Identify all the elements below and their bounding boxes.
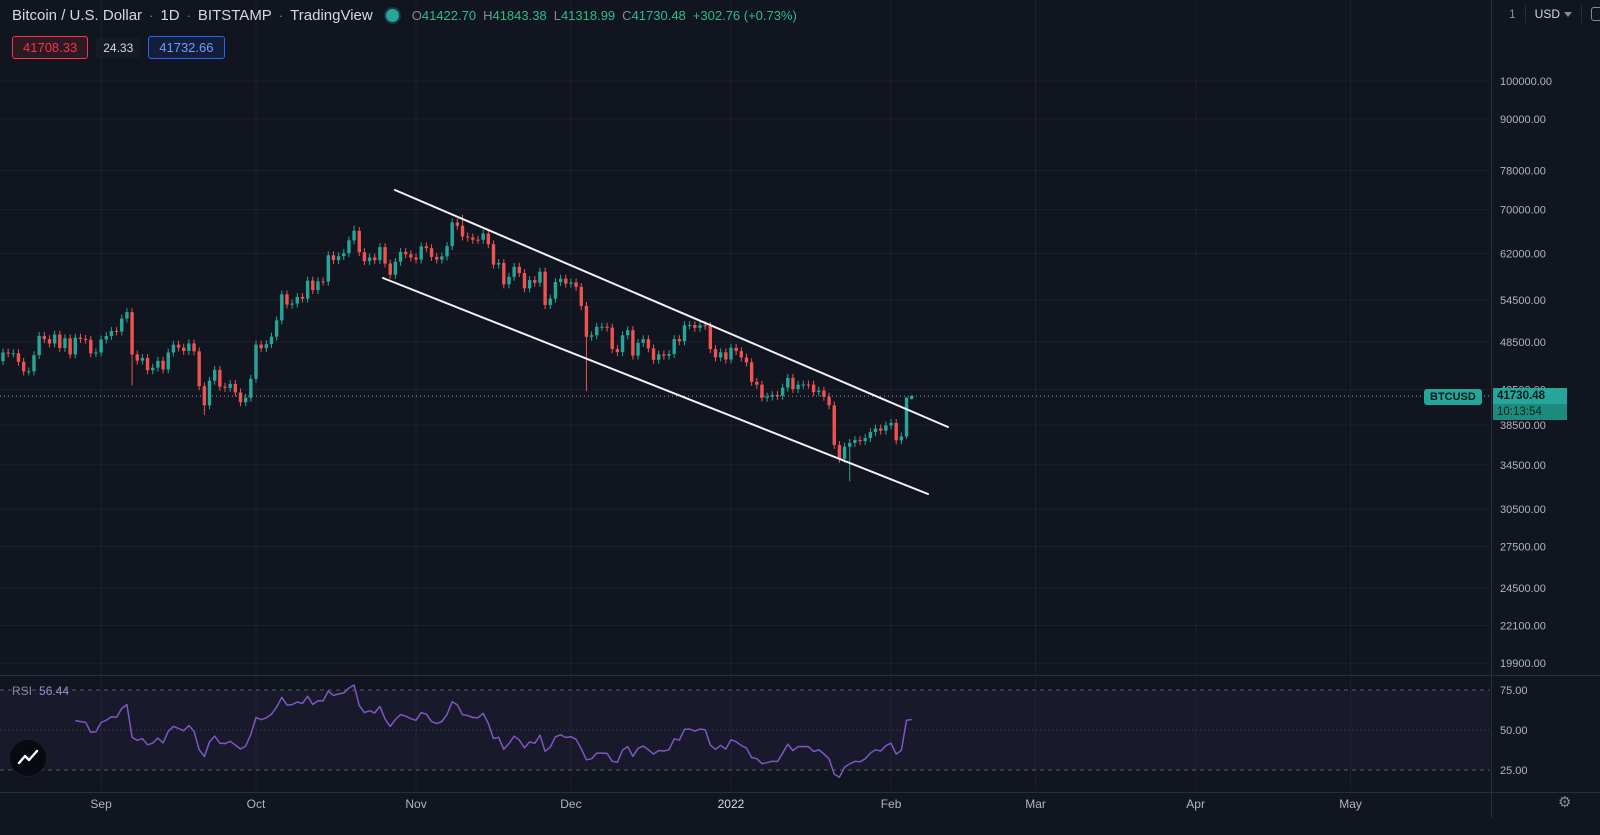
time-axis[interactable]: Sep Oct Nov Dec 2022 Feb Mar Apr May — [90, 797, 1361, 811]
change-value: +302.76 (+0.73%) — [692, 8, 797, 23]
trade-buttons: 41708.33 24.33 41732.66 — [12, 36, 225, 59]
ohlc-readout: O 41422.70 H 41843.38 L 41318.99 C 41730.48 … — [412, 8, 797, 23]
separator-dot: · — [186, 8, 191, 23]
time-axis-label: 2022 — [718, 797, 745, 811]
price-axis-label: 70000.00 — [1500, 205, 1546, 217]
price-axis-label: 34500.00 — [1500, 460, 1546, 472]
price-axis-label: 19900.00 — [1500, 658, 1546, 670]
low-label: L — [553, 8, 561, 23]
price-axis-label: 27500.00 — [1500, 542, 1546, 554]
rsi-legend: RSI 56.44 — [12, 684, 69, 698]
rsi-label[interactable]: RSI — [12, 684, 33, 698]
symbol-title[interactable]: Bitcoin / U.S. Dollar — [12, 7, 143, 24]
price-axis-label: 78000.00 — [1500, 166, 1546, 178]
rsi-value: 56.44 — [39, 684, 70, 698]
interval-label[interactable]: 1D — [160, 7, 180, 24]
gear-icon[interactable]: ⚙ — [1558, 794, 1572, 811]
channel-annotation[interactable] — [382, 189, 949, 495]
rsi-axis-label: 75.00 — [1500, 685, 1528, 697]
price-axis-label: 22100.00 — [1500, 620, 1546, 632]
sell-button[interactable]: 41708.33 — [12, 36, 89, 59]
rsi-axis-label: 50.00 — [1500, 725, 1528, 737]
rsi-line[interactable] — [75, 684, 912, 779]
time-axis-label: Mar — [1025, 797, 1046, 811]
price-axis-label: 100000.00 — [1500, 76, 1552, 88]
bar-countdown: 10:13:54 — [1493, 404, 1567, 420]
price-axis-label: 30500.00 — [1500, 504, 1546, 516]
time-axis-label: May — [1339, 797, 1362, 811]
separator-dot: · — [278, 8, 284, 23]
price-axis-label: 24500.00 — [1500, 583, 1546, 595]
grid-layer — [0, 0, 1490, 791]
logo-chart-icon — [17, 749, 39, 765]
separator-dot: · — [149, 8, 154, 23]
current-price-value: 41730.48 — [1493, 388, 1567, 404]
time-axis-label: Feb — [881, 797, 902, 811]
chevron-down-icon — [1564, 11, 1572, 17]
symbol-price-tag: BTCUSD — [1424, 389, 1482, 405]
time-axis-label: Apr — [1186, 797, 1205, 811]
price-axis-label: 38500.00 — [1500, 420, 1546, 432]
high-label: H — [483, 8, 493, 23]
price-axis-label: 62000.00 — [1500, 248, 1546, 260]
high-value: 41843.38 — [492, 8, 547, 23]
price-axis[interactable]: 100000.00 90000.00 78000.00 70000.00 62000.0… — [1500, 76, 1552, 777]
close-label: C — [622, 8, 632, 23]
tradingview-logo[interactable] — [9, 739, 47, 777]
brand-label: TradingView — [290, 7, 373, 24]
open-label: O — [411, 8, 422, 23]
time-axis-label: Dec — [560, 797, 581, 811]
currency-dropdown[interactable]: USD — [1535, 7, 1572, 21]
time-axis-label: Nov — [405, 797, 426, 811]
price-axis-label: 54500.00 — [1500, 295, 1546, 307]
buy-button[interactable]: 41732.66 — [148, 36, 225, 59]
chart-legend: Bitcoin / U.S. Dollar · 1D · BITSTAMP · … — [12, 7, 797, 24]
price-scale-toolbar: 1 USD — [1509, 5, 1600, 23]
rsi-axis-label: 25.00 — [1500, 765, 1528, 777]
exchange-label[interactable]: BITSTAMP — [197, 7, 272, 24]
time-axis-label: Oct — [247, 797, 266, 811]
market-status-icon[interactable] — [385, 9, 399, 22]
candles-layer[interactable] — [1, 214, 914, 482]
time-axis-label: Sep — [90, 797, 112, 811]
spread-value: 24.33 — [96, 37, 141, 58]
currency-label: USD — [1534, 7, 1560, 21]
open-value: 41422.70 — [421, 8, 477, 23]
low-value: 41318.99 — [560, 8, 616, 23]
log-scale-icon[interactable] — [1591, 7, 1600, 21]
price-axis-label: 48500.00 — [1500, 337, 1546, 349]
close-value: 41730.48 — [631, 8, 686, 23]
rsi-band — [0, 690, 1490, 770]
alert-count: 1 — [1508, 7, 1516, 21]
toolbar-divider — [1524, 5, 1526, 23]
current-price-label: 41730.48 10:13:54 — [1493, 388, 1567, 420]
price-axis-label: 90000.00 — [1500, 114, 1546, 126]
toolbar-divider — [1581, 5, 1582, 23]
